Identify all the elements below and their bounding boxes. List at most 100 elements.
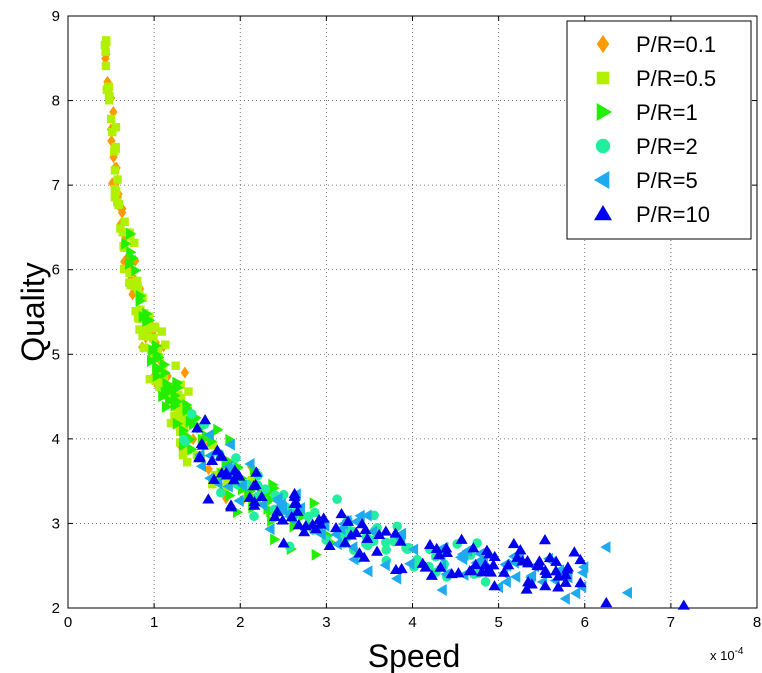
data-point [350, 526, 363, 538]
data-point [160, 366, 171, 379]
data-point [533, 555, 546, 566]
x-tick-label: 0 [64, 614, 72, 631]
data-point [441, 546, 454, 557]
data-point [129, 286, 138, 299]
data-point [178, 434, 189, 445]
data-point [455, 533, 468, 544]
legend-entry: P/R=2 [595, 134, 698, 159]
data-point [423, 538, 436, 550]
data-point [559, 568, 572, 580]
data-point [256, 498, 267, 511]
data-point [288, 497, 301, 509]
grid-lines [68, 16, 757, 608]
legend-label: P/R=1 [636, 100, 698, 125]
data-point [110, 166, 120, 175]
legend-box [566, 20, 752, 240]
x-tick-label: 8 [753, 614, 761, 631]
data-point [111, 144, 121, 153]
series-6 [191, 414, 690, 610]
data-point [600, 596, 613, 608]
legend-label: P/R=2 [636, 134, 698, 159]
x-exponent-label: x 10-4 [710, 646, 744, 663]
data-point [176, 394, 186, 403]
data-point [361, 532, 374, 543]
data-point [342, 515, 355, 526]
legend-entry: P/R=0.5 [596, 66, 716, 91]
data-point [206, 454, 219, 465]
data-point [335, 507, 348, 519]
data-point [171, 361, 180, 370]
data-point [315, 528, 326, 541]
data-point [570, 587, 581, 600]
data-point [270, 533, 281, 546]
data-point [347, 541, 358, 554]
data-point [521, 554, 534, 566]
y-tick-label: 8 [52, 93, 60, 110]
data-point [208, 479, 217, 489]
data-point [339, 536, 352, 547]
data-point [161, 400, 173, 413]
data-point [135, 325, 144, 334]
data-point [407, 543, 419, 556]
data-point [150, 322, 159, 331]
data-point [231, 453, 241, 463]
data-point [510, 570, 521, 583]
data-point [243, 491, 256, 502]
data-point [425, 569, 438, 580]
legend-label: P/R=0.5 [636, 66, 716, 91]
data-point [276, 501, 287, 514]
data-point [539, 580, 552, 591]
data-point [236, 479, 247, 492]
data-point [208, 440, 217, 450]
y-tick-label: 3 [52, 515, 60, 532]
x-tick-label: 2 [236, 614, 244, 631]
data-point [511, 551, 524, 562]
data-point [485, 566, 498, 577]
data-point [233, 494, 244, 507]
data-point [522, 576, 535, 587]
data-point [155, 382, 164, 391]
data-point [578, 561, 589, 574]
data-point [106, 114, 116, 124]
x-exponent-power: -4 [735, 646, 744, 657]
data-point [323, 539, 336, 551]
data-point [483, 548, 496, 559]
data-point [276, 514, 289, 525]
data-point [371, 545, 384, 556]
data-point [133, 282, 142, 291]
data-point [101, 61, 111, 71]
data-point [195, 460, 207, 473]
data-point [329, 521, 342, 533]
data-point [100, 40, 110, 50]
data-point [113, 198, 122, 207]
legend-marker [595, 138, 611, 154]
data-point [126, 246, 137, 259]
data-point [152, 369, 163, 382]
data-point [392, 521, 402, 532]
data-point [373, 528, 386, 540]
data-point [440, 542, 453, 553]
data-point [469, 558, 482, 570]
data-point [215, 450, 228, 461]
data-point [288, 487, 301, 499]
data-point [480, 577, 491, 587]
data-point [309, 497, 320, 510]
data-point [111, 187, 121, 196]
legend-entry: P/R=5 [594, 168, 698, 193]
legend-marker [596, 35, 610, 53]
data-point [213, 423, 224, 436]
legend-label: P/R=10 [636, 202, 710, 227]
data-point [514, 544, 527, 555]
data-point [467, 542, 480, 553]
data-point [187, 443, 198, 456]
data-point [111, 123, 121, 132]
data-point [216, 487, 226, 498]
data-point [552, 581, 565, 592]
data-point [500, 576, 511, 589]
data-point [224, 499, 237, 510]
legend-entry: P/R=10 [594, 202, 710, 227]
data-point [172, 417, 184, 430]
data-point [559, 592, 570, 605]
data-point [268, 510, 281, 522]
data-point [454, 551, 466, 564]
